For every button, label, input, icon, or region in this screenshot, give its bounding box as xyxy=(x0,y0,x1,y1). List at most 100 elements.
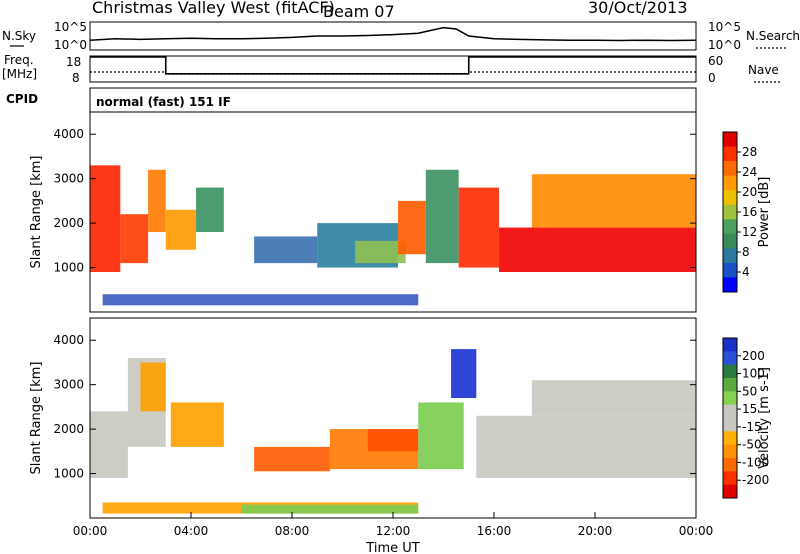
nave-tick-bottom: 0 xyxy=(708,71,716,85)
y-tick-label: 4000 xyxy=(53,127,84,141)
colorbar-tick-label: 100 xyxy=(742,367,765,381)
data-region-1-7 xyxy=(418,402,464,470)
velocity-x-axis: 00:00 04:00 08:00 12:00 16:00 20:00 00:00 xyxy=(73,512,714,538)
noise-panel-frame xyxy=(89,21,697,51)
data-region-1-10 xyxy=(531,380,696,416)
noise-sky-series xyxy=(89,26,697,42)
noise-sky-label: N.Sky xyxy=(2,29,36,43)
data-region-0-1 xyxy=(120,214,149,264)
colorbar-tick-label: 16 xyxy=(742,205,757,219)
colorbar-swatch xyxy=(723,175,737,191)
noise-left-tick-top: 10^5 xyxy=(54,20,87,34)
station-title: Christmas Valley West (fitACF) xyxy=(92,0,335,17)
data-region-0-3 xyxy=(165,209,197,250)
colorbar-swatch xyxy=(723,262,737,278)
velocity-colorbar: 200 100 50 15 -15 -50 -100 -200 xyxy=(722,337,769,499)
colorbar-swatch xyxy=(723,444,737,459)
colorbar-tick-label: 4 xyxy=(742,265,750,279)
nave-tick-top: 60 xyxy=(708,54,723,68)
colorbar-swatch xyxy=(723,219,737,235)
colorbar-swatch xyxy=(723,146,737,162)
y-tick-label: 1000 xyxy=(53,261,84,275)
data-region-0-9 xyxy=(425,169,459,264)
y-tick-label: 3000 xyxy=(53,378,84,392)
time-axis-label: Time UT xyxy=(365,541,419,554)
power-colorbar: 28 24 20 16 12 8 4 xyxy=(722,131,757,293)
velocity-y-axis: 1000 2000 3000 4000 xyxy=(53,333,696,481)
x-tick-label: 00:00 xyxy=(73,524,108,538)
y-tick-label: 4000 xyxy=(53,333,84,347)
freq-label: Freq. xyxy=(4,53,34,67)
colorbar-tick-label: 50 xyxy=(742,384,757,398)
y-tick-label: 2000 xyxy=(53,216,84,230)
colorbar-tick-label: 15 xyxy=(742,402,757,416)
data-region-0-8 xyxy=(398,200,426,255)
data-region-1-12 xyxy=(241,504,419,514)
colorbar-swatch xyxy=(723,233,737,249)
data-region-1-2 xyxy=(140,362,166,412)
colorbar-swatch xyxy=(723,204,737,220)
colorbar-tick-label: -200 xyxy=(742,473,769,487)
colorbar-tick-label: -15 xyxy=(742,420,762,434)
data-region-1-9 xyxy=(476,415,696,478)
colorbar-swatch xyxy=(723,458,737,472)
data-region-0-10 xyxy=(458,187,500,268)
colorbar-tick-label: -50 xyxy=(742,438,762,452)
x-tick-label: 16:00 xyxy=(477,524,512,538)
colorbar-swatch xyxy=(723,404,737,419)
colorbar-swatch xyxy=(723,248,737,264)
power-panel-frame xyxy=(89,111,697,313)
colorbar-swatch xyxy=(723,471,737,486)
colorbar-swatch xyxy=(723,190,737,206)
x-tick-label: 08:00 xyxy=(275,524,310,538)
noise-left-tick-bottom: 10^0 xyxy=(54,38,87,52)
power-data-regions xyxy=(90,165,696,306)
y-tick-label: 1000 xyxy=(53,467,84,481)
x-tick-label: 04:00 xyxy=(174,524,209,538)
power-colorbar-label: Power [dB] xyxy=(757,177,772,248)
data-region-0-11 xyxy=(499,227,696,272)
data-region-1-3 xyxy=(170,402,224,447)
cpid-label: CPID xyxy=(6,92,38,106)
colorbar-tick-label: 28 xyxy=(742,145,757,159)
x-tick-label: 20:00 xyxy=(578,524,613,538)
data-region-0-0 xyxy=(90,165,121,272)
colorbar-tick-label: 200 xyxy=(742,349,765,363)
nave-series xyxy=(90,71,696,75)
data-region-0-2 xyxy=(148,169,166,232)
data-region-1-4 xyxy=(254,446,330,472)
colorbar-tick-label: 20 xyxy=(742,185,757,199)
power-ylabel: Slant Range [km] xyxy=(29,156,44,269)
data-region-0-12 xyxy=(531,174,696,228)
freq-panel-frame xyxy=(89,55,697,83)
nave-label: Nave xyxy=(748,63,779,77)
colorbar-swatch xyxy=(723,351,737,366)
colorbar-swatch xyxy=(723,338,737,352)
colorbar-tick-label: 12 xyxy=(742,225,757,239)
data-region-1-0 xyxy=(90,411,128,478)
colorbar-swatch xyxy=(723,364,737,379)
colorbar-tick-label: -100 xyxy=(742,455,769,469)
y-tick-label: 3000 xyxy=(53,172,84,186)
noise-right-tick-top: 10^5 xyxy=(708,20,741,34)
colorbar-swatch xyxy=(723,418,737,432)
colorbar-swatch xyxy=(723,132,737,148)
data-region-1-6 xyxy=(367,429,419,452)
freq-series xyxy=(90,56,696,75)
colorbar-swatch xyxy=(723,391,737,406)
colorbar-swatch xyxy=(723,378,737,392)
colorbar-frame xyxy=(722,337,738,499)
data-region-0-13 xyxy=(102,294,419,306)
colorbar-swatch xyxy=(723,431,737,446)
cpid-value: normal (fast) 151 IF xyxy=(96,95,231,109)
colorbar-tick-label: 24 xyxy=(742,165,757,179)
noise-search-label: N.Search xyxy=(746,29,800,43)
data-region-0-4 xyxy=(196,187,224,232)
date-label: 30/Oct/2013 xyxy=(588,0,688,17)
data-region-0-5 xyxy=(254,236,318,264)
freq-tick-bottom: 8 xyxy=(72,71,80,85)
colorbar-swatch xyxy=(723,161,737,177)
data-region-0-7 xyxy=(355,240,406,264)
x-tick-label: 00:00 xyxy=(679,524,714,538)
